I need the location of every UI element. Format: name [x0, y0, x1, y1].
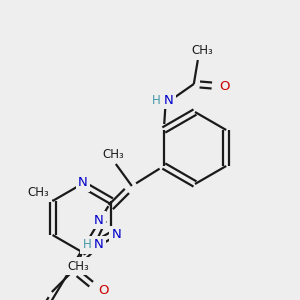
Text: O: O — [220, 80, 230, 92]
Text: O: O — [99, 284, 109, 296]
Text: CH₃: CH₃ — [28, 187, 50, 200]
Text: N: N — [112, 229, 121, 242]
Text: H: H — [152, 94, 160, 106]
Text: N: N — [94, 214, 104, 226]
Text: N: N — [78, 176, 88, 190]
Text: H: H — [82, 238, 91, 251]
Text: N: N — [94, 238, 104, 251]
Text: N: N — [164, 94, 174, 106]
Text: CH₃: CH₃ — [191, 44, 213, 58]
Text: CH₃: CH₃ — [102, 148, 124, 160]
Text: CH₃: CH₃ — [67, 260, 89, 272]
